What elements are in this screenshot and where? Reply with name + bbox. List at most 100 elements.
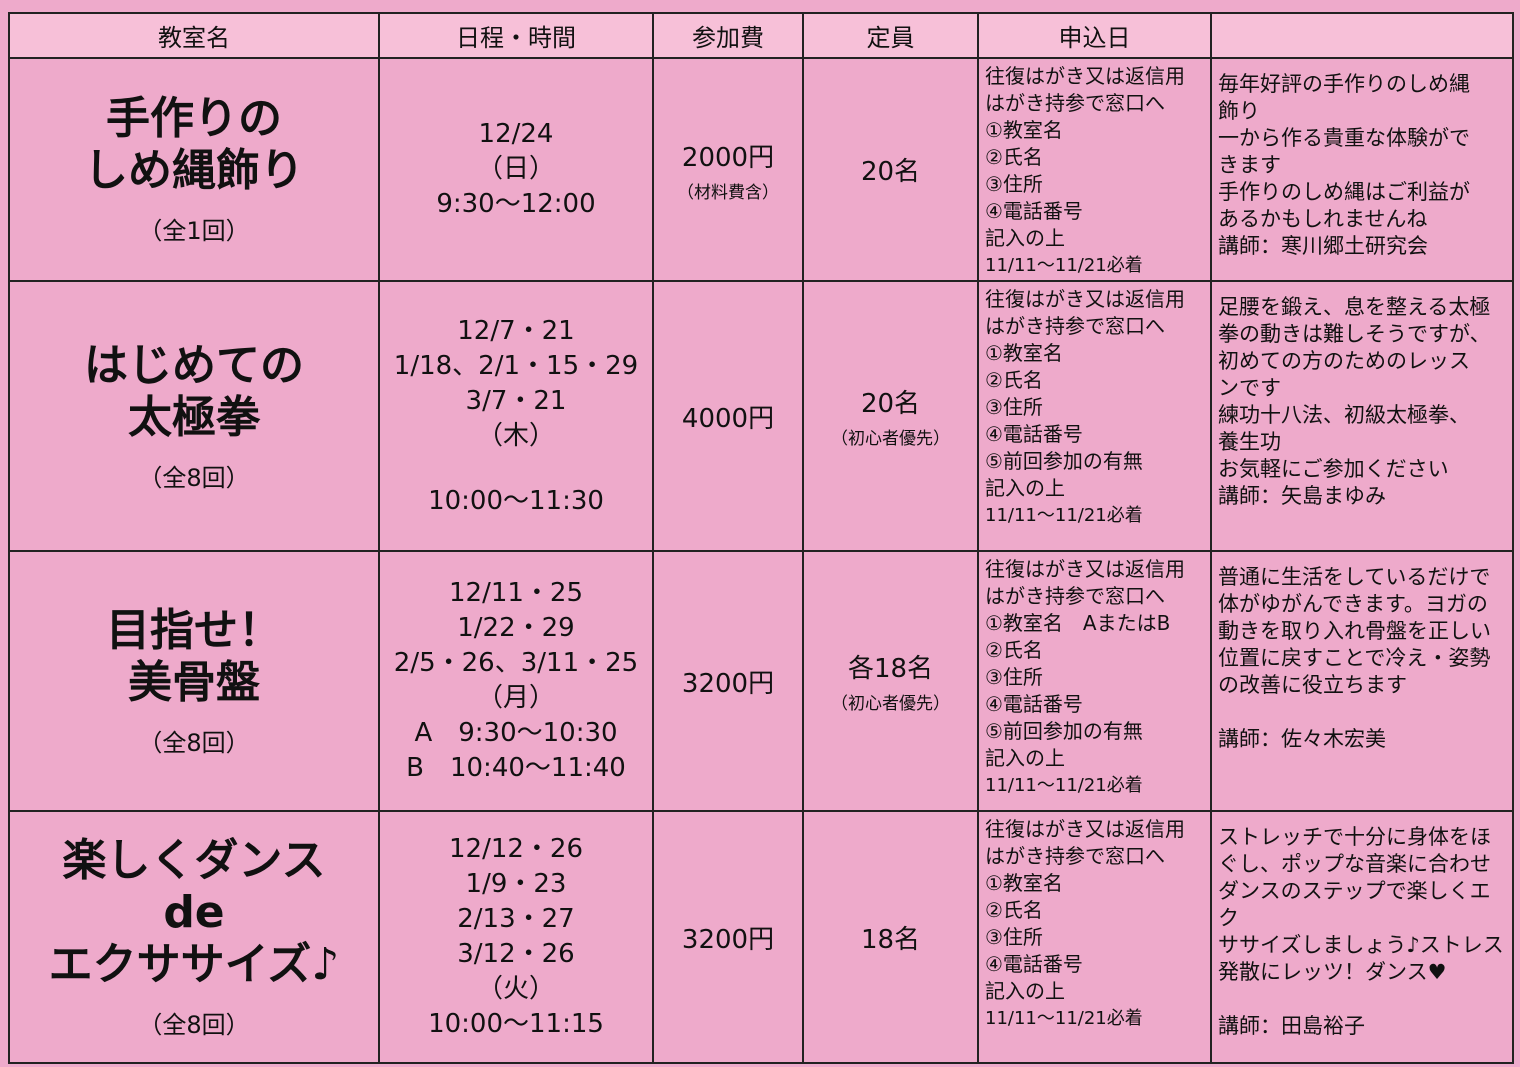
application-line: はがき持参で窓口へ xyxy=(985,314,1165,338)
capacity-note: （初心者優先） xyxy=(831,694,950,714)
description-line: 毎年好評の手作りのしめ縄 xyxy=(1218,72,1470,96)
description-line: ストレッチで十分に身体をほ xyxy=(1218,825,1491,849)
description-line: 練功十八法、初級太極拳、 xyxy=(1218,403,1470,427)
lecturer: 講師：佐々木宏美 xyxy=(1218,727,1386,751)
fee: 2000円 xyxy=(681,142,775,173)
schedule-cell: 12/12・26 1/9・23 2/13・27 3/12・26 （火） 10:00～11:… xyxy=(378,810,654,1064)
application-line: ④電話番号 xyxy=(985,952,1083,976)
application-line: ①教室名 xyxy=(985,871,1063,895)
application-line: ③住所 xyxy=(985,665,1043,689)
capacity-cell: 20名 xyxy=(802,57,979,282)
title-line: 楽しくダンス xyxy=(62,834,326,886)
schedule-line: 9:30～12:00 xyxy=(436,189,596,219)
fee-cell: 3200円 xyxy=(652,550,804,812)
description-line: お気軽にご参加ください xyxy=(1218,457,1449,481)
description-line: 一から作る貴重な体験がで xyxy=(1218,126,1470,150)
description-line: ンです xyxy=(1218,376,1281,400)
description-line: 拳の動きは難しそうですが、 xyxy=(1218,322,1491,346)
application-line: ①教室名 xyxy=(985,341,1063,365)
fee-note: （材料費含） xyxy=(677,182,779,203)
description-line: 手作りのしめ縄はご利益が xyxy=(1218,180,1470,204)
application-line: ④電話番号 xyxy=(985,199,1083,223)
schedule-cell: 12/7・21 1/18、2/1・15・29 3/7・21 （木） 10:00～11:3… xyxy=(378,280,654,552)
class-title: 手作りの しめ縄飾り xyxy=(84,93,304,197)
title-line: エクササイズ♪ xyxy=(48,938,340,990)
class-title: はじめての 太極拳 xyxy=(84,340,304,444)
application-line: ③住所 xyxy=(985,395,1043,419)
header-cell: 日程・時間 xyxy=(378,12,654,59)
application-line: ④電話番号 xyxy=(985,422,1083,446)
session-count: （全8回） xyxy=(138,463,250,492)
class-title: 目指せ！ 美骨盤 xyxy=(106,605,282,709)
fee: 3200円 xyxy=(681,924,775,955)
schedule-line: 1/22・29 xyxy=(457,613,575,643)
header-text: 定員 xyxy=(866,24,915,52)
header-text: 教室名 xyxy=(158,24,230,52)
application-line: ⑤前回参加の有無 xyxy=(985,719,1143,743)
schedule-line: 3/7・21 xyxy=(465,385,567,416)
capacity-cell: 18名 xyxy=(802,810,979,1064)
description-line: あるかもしれませんね xyxy=(1218,207,1428,231)
capacity: 各18名 xyxy=(847,654,934,684)
capacity: 18名 xyxy=(860,924,921,955)
description-line: 足腰を鍛え、息を整える太極 xyxy=(1218,295,1491,319)
application-line: ③住所 xyxy=(985,925,1043,949)
lecturer: 講師：矢島まゆみ xyxy=(1218,484,1386,508)
header-cell: 定員 xyxy=(802,12,979,59)
application-line: 記入の上 xyxy=(985,226,1065,250)
header-cell xyxy=(1210,12,1514,59)
session-count: （全1回） xyxy=(138,217,250,245)
application-line: ②氏名 xyxy=(985,898,1043,922)
title-line: 美骨盤 xyxy=(128,656,260,708)
schedule-line: 1/9・23 xyxy=(465,869,567,899)
schedule-line: B 10:40～11:40 xyxy=(406,753,626,783)
fee-cell: 2000円 （材料費含） xyxy=(652,57,804,282)
description-cell: ストレッチで十分に身体をほ ぐし、ポップな音楽に合わせ ダンスのステップで楽しくエク… xyxy=(1210,810,1514,1064)
header-text: 申込日 xyxy=(1058,24,1131,52)
header-cell: 申込日 xyxy=(977,12,1212,59)
application-line: ①教室名 AまたはB xyxy=(985,611,1171,635)
application-line: 往復はがき又は返信用 xyxy=(985,557,1185,581)
schedule-line: 12/11・25 xyxy=(448,578,583,608)
schedule-cell: 12/24 （日） 9:30～12:00 xyxy=(378,57,654,282)
fee-cell: 4000円 xyxy=(652,280,804,552)
application-line: 11/11～11/21必着 xyxy=(985,255,1143,276)
description-cell: 足腰を鍛え、息を整える太極 拳の動きは難しそうですが、 初めての方のためのレッス ンで… xyxy=(1210,280,1514,552)
description-line: 体がゆがんできます。ヨガの xyxy=(1218,592,1488,616)
description-line: 養生功 xyxy=(1218,430,1281,454)
capacity-cell: 20名 （初心者優先） xyxy=(802,280,979,552)
fee: 4000円 xyxy=(681,403,775,434)
lecturer: 講師：寒川郷土研究会 xyxy=(1218,234,1428,258)
header-cell: 教室名 xyxy=(8,12,380,59)
application-line: 記入の上 xyxy=(985,979,1065,1003)
schedule-line: （火） xyxy=(476,974,555,1004)
header-text: 日程・時間 xyxy=(456,24,576,52)
description-line: 発散にレッツ！ダンス♥ xyxy=(1218,960,1447,984)
application-cell: 往復はがき又は返信用 はがき持参で窓口へ ①教室名 ②氏名 ③住所 ④電話番号 記入の上 11… xyxy=(977,57,1212,282)
session-count: （全8回） xyxy=(138,1010,250,1039)
schedule-line: 12/7・21 xyxy=(457,315,575,346)
class-name-cell: はじめての 太極拳 （全8回） xyxy=(8,280,380,552)
application-cell: 往復はがき又は返信用 はがき持参で窓口へ ①教室名 ②氏名 ③住所 ④電話番号 ⑤前回参加の… xyxy=(977,280,1212,552)
capacity: 20名 xyxy=(860,389,921,419)
description-line: の改善に役立ちます xyxy=(1218,673,1407,697)
schedule-line: （日） xyxy=(476,154,555,184)
schedule-line: 12/24 xyxy=(478,119,554,149)
lecturer: 講師：田島裕子 xyxy=(1218,1014,1365,1038)
description-line: 普通に生活をしているだけで xyxy=(1218,565,1491,589)
application-line: 11/11～11/21必着 xyxy=(985,1008,1143,1029)
application-line: 往復はがき又は返信用 xyxy=(985,287,1185,311)
schedule-line: 12/12・26 xyxy=(448,834,583,864)
schedule-line: 3/12・26 xyxy=(457,939,575,969)
description-line: 初めての方のためのレッス xyxy=(1218,349,1470,373)
application-line: 11/11～11/21必着 xyxy=(985,505,1143,526)
application-line: 記入の上 xyxy=(985,746,1065,770)
application-cell: 往復はがき又は返信用 はがき持参で窓口へ ①教室名 ②氏名 ③住所 ④電話番号 記入の上 11… xyxy=(977,810,1212,1064)
application-line: はがき持参で窓口へ xyxy=(985,584,1165,608)
header-text: 参加費 xyxy=(692,24,764,52)
class-name-cell: 楽しくダンス de エクササイズ♪ （全8回） xyxy=(8,810,380,1064)
application-line: 11/11～11/21必着 xyxy=(985,775,1143,796)
capacity-cell: 各18名 （初心者優先） xyxy=(802,550,979,812)
application-line: 往復はがき又は返信用 xyxy=(985,64,1185,88)
